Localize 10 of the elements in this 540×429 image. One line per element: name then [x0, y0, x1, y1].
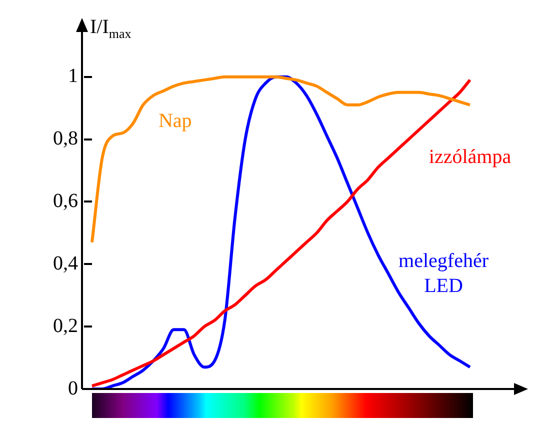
y-tick-label: 0,4 — [53, 252, 78, 274]
series-label: Nap — [157, 108, 193, 134]
series-label: izzólámpa — [428, 144, 512, 170]
series-label: melegfehér LED — [398, 248, 490, 299]
y-tick-label: 0,6 — [53, 190, 78, 212]
y-tick-label: 1 — [68, 65, 78, 88]
y-tick-label: 0,2 — [53, 314, 78, 337]
y-tick-label: 0 — [68, 377, 78, 400]
y-axis-title: I/I$_{max}$ — [90, 16, 132, 42]
y-tick-label: 0,8 — [53, 128, 78, 150]
